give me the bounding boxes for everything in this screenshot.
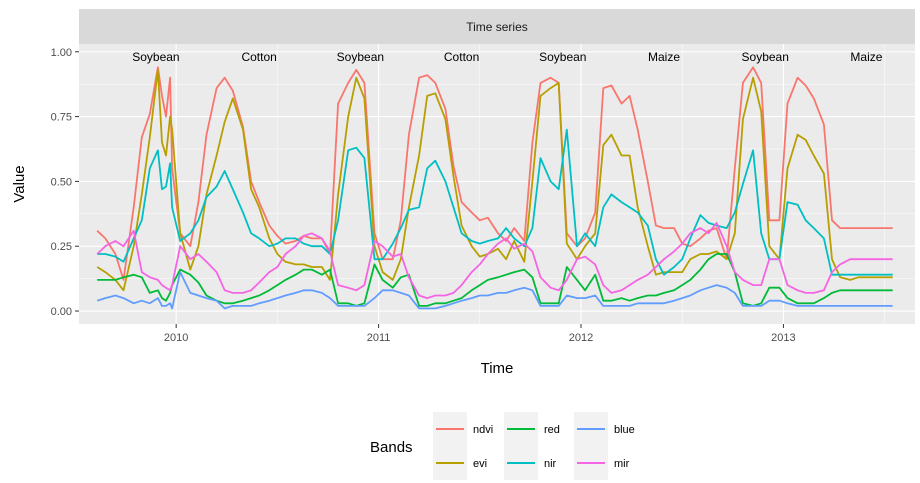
series-line-blue <box>96 271 893 310</box>
x-tick-label: 2012 <box>569 332 593 344</box>
series-layer <box>96 66 893 310</box>
legend-label-evi: evi <box>473 458 487 470</box>
x-axis: 2010 2011 2012 2013 <box>164 324 796 344</box>
y-axis-title: Value <box>11 165 28 202</box>
crop-label: Soybean <box>337 50 384 64</box>
y-tick-label: 0.75 <box>51 112 72 124</box>
legend-label-red: red <box>544 424 560 436</box>
series-line-evi <box>96 69 893 292</box>
legend-label-nir: nir <box>544 458 557 470</box>
y-tick-label: 1.00 <box>51 47 72 59</box>
legend-label-ndvi: ndvi <box>473 424 493 436</box>
series-line-nir <box>97 128 893 276</box>
crop-label: Maize <box>850 50 882 64</box>
facet-strip <box>79 9 915 44</box>
y-tick-label: 0.50 <box>51 176 72 188</box>
series-line-red <box>97 253 893 307</box>
legend-title: Bands <box>370 439 413 456</box>
crop-label: Soybean <box>132 50 179 64</box>
series-line-mir <box>96 221 893 300</box>
crop-label: Soybean <box>539 50 586 64</box>
crop-annotations: Soybean Cotton Soybean Cotton Soybean Maize So… <box>132 50 883 64</box>
crop-label: Cotton <box>241 50 276 64</box>
series-line-ndvi <box>96 66 893 281</box>
crop-label: Maize <box>648 50 680 64</box>
y-tick-label: 0.25 <box>51 241 72 253</box>
legend-label-mir: mir <box>614 458 630 470</box>
y-axis: 0.00 0.25 0.50 0.75 1.00 <box>51 47 79 318</box>
x-tick-label: 2013 <box>771 332 795 344</box>
x-tick-label: 2010 <box>164 332 188 344</box>
legend: Bands ndvi evi red nir blue mir <box>370 412 635 480</box>
facet-strip-label: Time series <box>466 20 528 34</box>
x-axis-title: Time <box>481 360 514 377</box>
gridlines <box>79 44 915 324</box>
legend-label-blue: blue <box>614 424 635 436</box>
crop-label: Soybean <box>742 50 789 64</box>
x-tick-label: 2011 <box>367 332 391 344</box>
y-tick-label: 0.00 <box>51 306 72 318</box>
crop-label: Cotton <box>444 50 479 64</box>
plot-panel <box>79 44 915 324</box>
